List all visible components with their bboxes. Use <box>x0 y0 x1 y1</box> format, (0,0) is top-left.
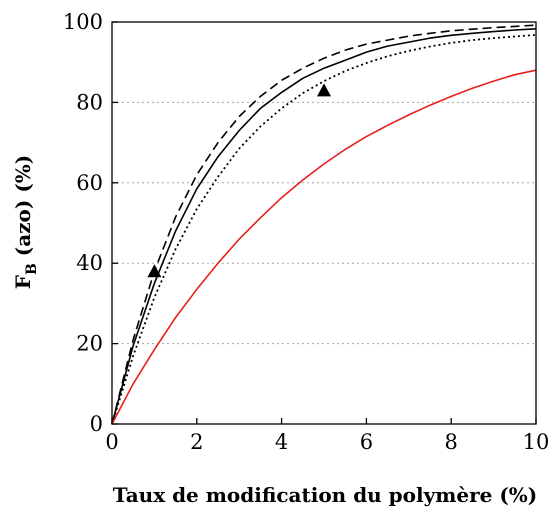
axis-ticks: 0 20 40 60 80 100 0 2 4 6 8 10 <box>63 10 549 454</box>
y-tick-label: 100 <box>63 10 103 34</box>
x-tick-label: 2 <box>190 430 203 454</box>
x-tick-label: 6 <box>360 430 373 454</box>
plot-frame <box>111 21 537 425</box>
y-tick-label: 60 <box>76 171 103 195</box>
y-axis-title-rest: (azo) (%) <box>11 155 35 263</box>
y-tick-label: 20 <box>76 332 103 356</box>
gridlines <box>112 101 536 345</box>
x-tick-label: 4 <box>275 430 288 454</box>
y-tick-label: 40 <box>76 251 103 275</box>
series-line-3-dotted <box>111 34 537 425</box>
triangle-marker-2 <box>317 83 331 97</box>
series-line-4-solid <box>111 69 537 425</box>
curves <box>111 24 537 425</box>
triangle-marker-1 <box>147 264 162 278</box>
y-tick-label: 80 <box>76 90 103 114</box>
x-axis-title: Taux de modification du polymère (%) <box>113 483 538 507</box>
x-tick-label: 8 <box>445 430 458 454</box>
series-line-2-solid <box>111 28 537 425</box>
series-line-1-dashed <box>111 24 537 425</box>
markers <box>147 83 331 278</box>
y-tick-label: 0 <box>90 412 103 436</box>
y-axis-title-subscript: B <box>24 263 40 275</box>
y-axis-title-main: F <box>11 275 35 289</box>
y-axis-title: FB (azo) (%) <box>11 155 40 289</box>
x-tick-label: 10 <box>523 430 550 454</box>
x-tick-label: 0 <box>105 430 118 454</box>
